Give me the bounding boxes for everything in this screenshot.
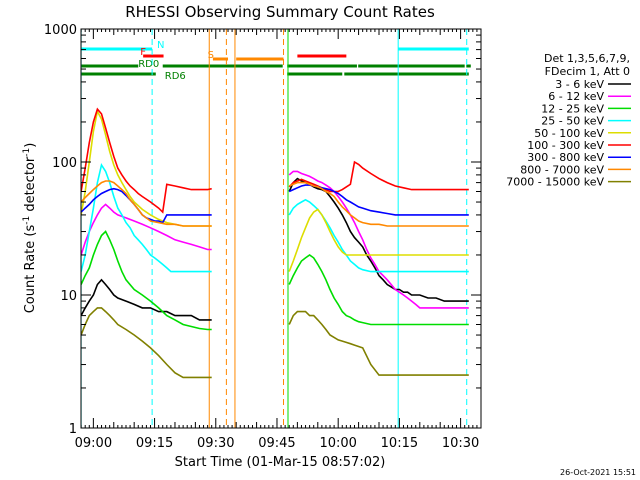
flag-bar-label: RD0: [138, 59, 159, 70]
y-axis-label-exp2: -1: [22, 148, 32, 157]
x-tick-label: 10:30: [442, 436, 479, 451]
flag-bar-label: S: [208, 50, 214, 61]
timestamp: 26-Oct-2021 15:51: [560, 468, 636, 477]
legend-entry: 100 - 300 keV: [527, 139, 604, 152]
x-axis-ticks: 09:00 09:15 09:30 09:45 10:00 10:15 10:30: [75, 29, 479, 451]
series-line: [81, 230, 469, 331]
series-line: [81, 307, 469, 379]
plot-frame: [80, 28, 482, 429]
legend-entry: 12 - 25 keV: [541, 102, 604, 115]
x-tick-label: 09:45: [258, 436, 295, 451]
y-tick-label: 1000: [44, 23, 77, 38]
legend-entry: 3 - 6 keV: [555, 78, 604, 91]
flag-bar-label: F: [140, 47, 146, 58]
series-line: [81, 107, 469, 214]
legend-header-line: FDecim 1, Att 0: [545, 65, 630, 78]
x-tick-label: 09:15: [136, 436, 173, 451]
legend-entry: 7000 - 15000 keV: [506, 176, 604, 189]
y-axis-label-main: Count Rate (s: [23, 225, 38, 314]
legend-entry: 800 - 7000 keV: [520, 163, 604, 176]
y-axis-label: Count Rate (s-1 detector-1): [22, 143, 38, 314]
y-axis-label-end: ): [23, 143, 38, 148]
legend-header-line: Det 1,3,5,6,7,9,: [544, 52, 630, 65]
x-tick-label: 09:30: [197, 436, 234, 451]
x-tick-label: 10:15: [381, 436, 418, 451]
series-line: [81, 170, 469, 309]
legend: Det 1,3,5,6,7,9,FDecim 1, Att 03 - 6 keV…: [506, 52, 631, 189]
x-tick-label: 09:00: [75, 436, 112, 451]
x-axis-label: Start Time (01-Mar-15 08:57:02): [175, 455, 386, 470]
y-axis-ticks: 1 10 100 1000: [44, 23, 481, 437]
vertical-markers: [81, 29, 468, 428]
y-tick-label: 100: [52, 156, 77, 171]
legend-entry: 25 - 50 keV: [541, 115, 604, 128]
legend-entry: 300 - 800 keV: [527, 151, 604, 164]
flag-bar-label: RD6: [165, 71, 186, 82]
series-line: [81, 180, 469, 227]
y-axis-label-exp1: -1: [22, 216, 32, 225]
y-tick-label: 1: [69, 422, 77, 437]
flag-bar-label: N: [157, 40, 164, 51]
x-tick-label: 10:00: [319, 436, 356, 451]
chart-title: RHESSI Observing Summary Count Rates: [125, 3, 435, 21]
y-axis-label-mid: detector: [23, 156, 38, 216]
series-lines: [81, 107, 469, 379]
series-line: [81, 184, 469, 224]
series-line: [81, 162, 469, 273]
legend-entry: 50 - 100 keV: [534, 127, 604, 140]
series-line: [81, 109, 469, 272]
series-line: [81, 177, 469, 321]
legend-entry: 6 - 12 keV: [548, 90, 604, 103]
y-tick-label: 10: [60, 289, 77, 304]
